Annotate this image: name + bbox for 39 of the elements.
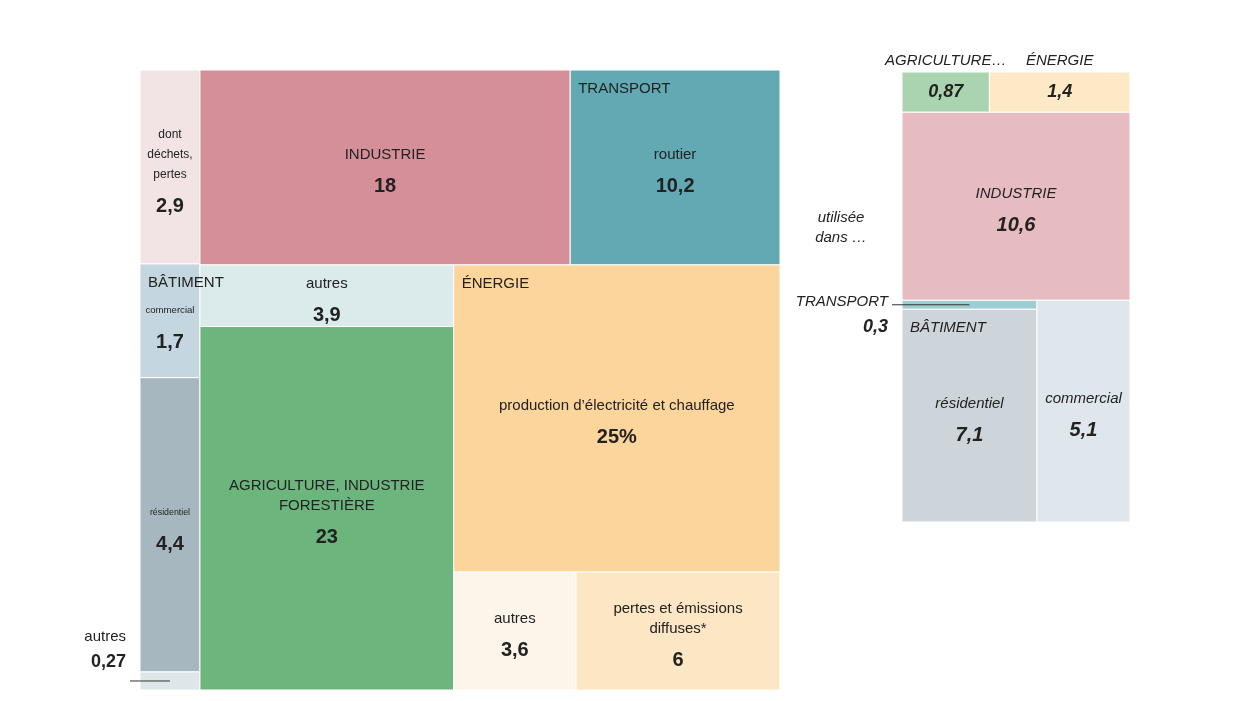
data-label: 1,7 <box>156 329 184 352</box>
data-label: 25% <box>596 425 638 448</box>
data-label: 2,9 <box>156 193 184 216</box>
category-label: dont déchets, pertes <box>147 126 193 181</box>
data-label: 10,6 <box>996 213 1037 236</box>
data-label: 0,3 <box>862 315 888 336</box>
category-label: résidentiel <box>149 506 191 517</box>
text: BÂTIMENT <box>910 318 986 336</box>
category-label: production d’électricité et chauffage <box>498 396 735 414</box>
category-label: autres <box>305 273 348 291</box>
data-label: 18 <box>373 174 397 197</box>
category-label: INDUSTRIE <box>344 145 426 163</box>
data-label: 23 <box>315 525 338 548</box>
category-label: ÉNERGIE <box>1025 51 1095 68</box>
category-label: INDUSTRIE <box>975 184 1058 202</box>
data-label: 6 <box>672 648 684 671</box>
data-label: 0,87 <box>928 81 965 102</box>
category-label: routier <box>653 145 697 163</box>
category-label: AGRICULTURE… <box>883 51 1007 68</box>
data-label: 7,1 <box>955 422 984 445</box>
category-label: commercial <box>1045 389 1123 407</box>
data-label: 5,1 <box>1069 418 1098 441</box>
data-label: 1,4 <box>1047 81 1073 102</box>
data-label: 0,27 <box>90 651 126 671</box>
category-label: pertes et émissions diffuses* <box>613 599 743 637</box>
category-label: autres <box>494 609 536 627</box>
text: TRANSPORT <box>578 79 671 96</box>
category-label: résidentiel <box>935 393 1005 411</box>
category-label: TRANSPORT <box>795 291 890 309</box>
data-label: 4,4 <box>156 531 185 554</box>
text: BÂTIMENT <box>148 272 224 290</box>
category-label: commercial <box>145 303 195 315</box>
data-label: 3,9 <box>312 302 341 325</box>
text: ÉNERGIE <box>461 273 530 291</box>
data-label: 10,2 <box>655 174 695 197</box>
category-label: autres <box>84 627 126 644</box>
category-label: AGRICULTURE, INDUSTRIE FORESTIÈRE <box>229 476 425 514</box>
data-label: 3,6 <box>500 638 529 661</box>
text: utilisée dans … <box>815 208 867 245</box>
